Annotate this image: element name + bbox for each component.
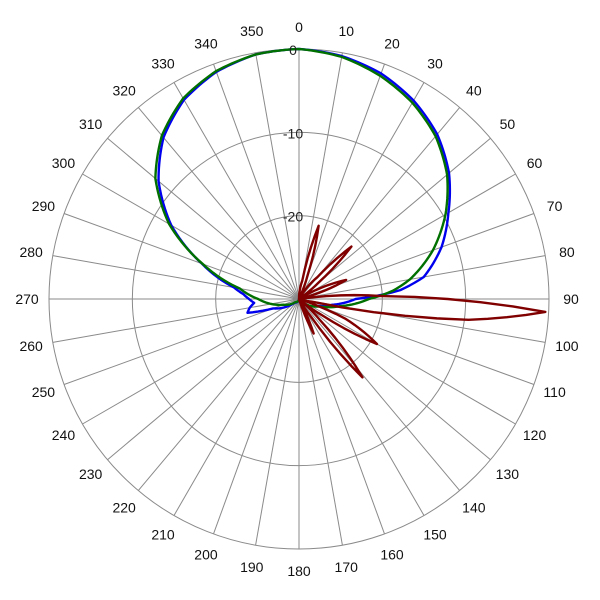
grid-spoke-3: [298, 82, 425, 300]
grid-spoke-19: [255, 298, 300, 546]
series-line-2: [297, 224, 547, 379]
angle-tick-label: 140: [462, 499, 486, 515]
angle-tick-label: 90: [563, 291, 579, 307]
radial-tick-label: -10: [283, 125, 303, 141]
grid-spoke-6: [298, 173, 516, 300]
grid-spoke-17: [298, 298, 343, 546]
grid-spoke-16: [298, 298, 385, 535]
angle-tick-label: 170: [335, 559, 359, 575]
angle-tick-label: 180: [287, 563, 311, 579]
angle-tick-label: 310: [79, 116, 103, 132]
angle-tick-label: 80: [559, 244, 575, 260]
grid-spoke-23: [107, 298, 300, 461]
angle-tick-label: 280: [19, 244, 43, 260]
grid-spoke-14: [298, 298, 461, 491]
grid-spoke-22: [137, 298, 300, 491]
label-group: 0 10 20 30 40 50 60 70 80 90 100 110 120 130 140 150 160…: [15, 19, 579, 579]
grid-spoke-25: [63, 298, 300, 385]
angle-tick-label: 0: [295, 19, 303, 35]
grid-spoke-24: [82, 298, 300, 425]
angle-tick-label: 60: [527, 155, 543, 171]
radial-tick-label: 0: [289, 42, 297, 58]
grid-spoke-11: [298, 298, 535, 385]
angle-tick-label: 270: [15, 291, 39, 307]
angle-tick-label: 330: [151, 55, 175, 71]
angle-tick-label: 260: [19, 338, 43, 354]
grid-spoke-2: [298, 63, 385, 300]
angle-tick-label: 230: [79, 466, 103, 482]
angle-tick-label: 130: [496, 466, 520, 482]
angle-tick-label: 300: [52, 155, 76, 171]
series-line-1: [154, 47, 449, 309]
angle-tick-label: 120: [523, 427, 547, 443]
grid-spoke-29: [63, 213, 300, 300]
angle-tick-label: 190: [240, 559, 264, 575]
grid-spoke-26: [52, 298, 300, 343]
grid-spoke-33: [173, 82, 300, 300]
angle-tick-label: 150: [423, 527, 447, 543]
grid-spoke-5: [298, 137, 491, 300]
series-group: [154, 47, 547, 379]
grid-spoke-35: [255, 52, 300, 300]
angle-tick-label: 340: [194, 35, 218, 51]
grid-spoke-21: [173, 298, 300, 516]
angle-tick-label: 110: [543, 384, 566, 400]
angle-tick-label: 250: [32, 384, 56, 400]
grid-spoke-12: [298, 298, 516, 425]
grid-spoke-31: [107, 137, 300, 300]
angle-tick-label: 100: [555, 338, 579, 354]
grid-spoke-32: [137, 107, 300, 300]
angle-tick-label: 350: [240, 23, 264, 39]
grid-spoke-1: [298, 52, 343, 300]
angle-tick-label: 70: [547, 198, 563, 214]
grid-spoke-34: [213, 63, 300, 300]
angle-tick-label: 30: [427, 55, 443, 71]
grid-spoke-20: [213, 298, 300, 535]
angle-tick-label: 50: [500, 116, 516, 132]
radial-tick-label: -20: [283, 209, 303, 225]
grid-spoke-28: [52, 255, 300, 300]
angle-tick-label: 320: [112, 83, 136, 99]
grid-spoke-15: [298, 298, 425, 516]
angle-tick-label: 200: [194, 547, 218, 563]
angle-tick-label: 20: [384, 35, 400, 51]
angle-tick-label: 210: [151, 527, 175, 543]
grid-spoke-30: [82, 173, 300, 300]
angle-tick-label: 290: [32, 198, 56, 214]
angle-tick-label: 220: [112, 499, 136, 515]
angle-tick-label: 240: [52, 427, 76, 443]
angle-tick-label: 160: [380, 547, 404, 563]
grid-spoke-13: [298, 298, 491, 461]
angle-tick-label: 40: [466, 83, 482, 99]
angle-tick-label: 10: [338, 23, 354, 39]
